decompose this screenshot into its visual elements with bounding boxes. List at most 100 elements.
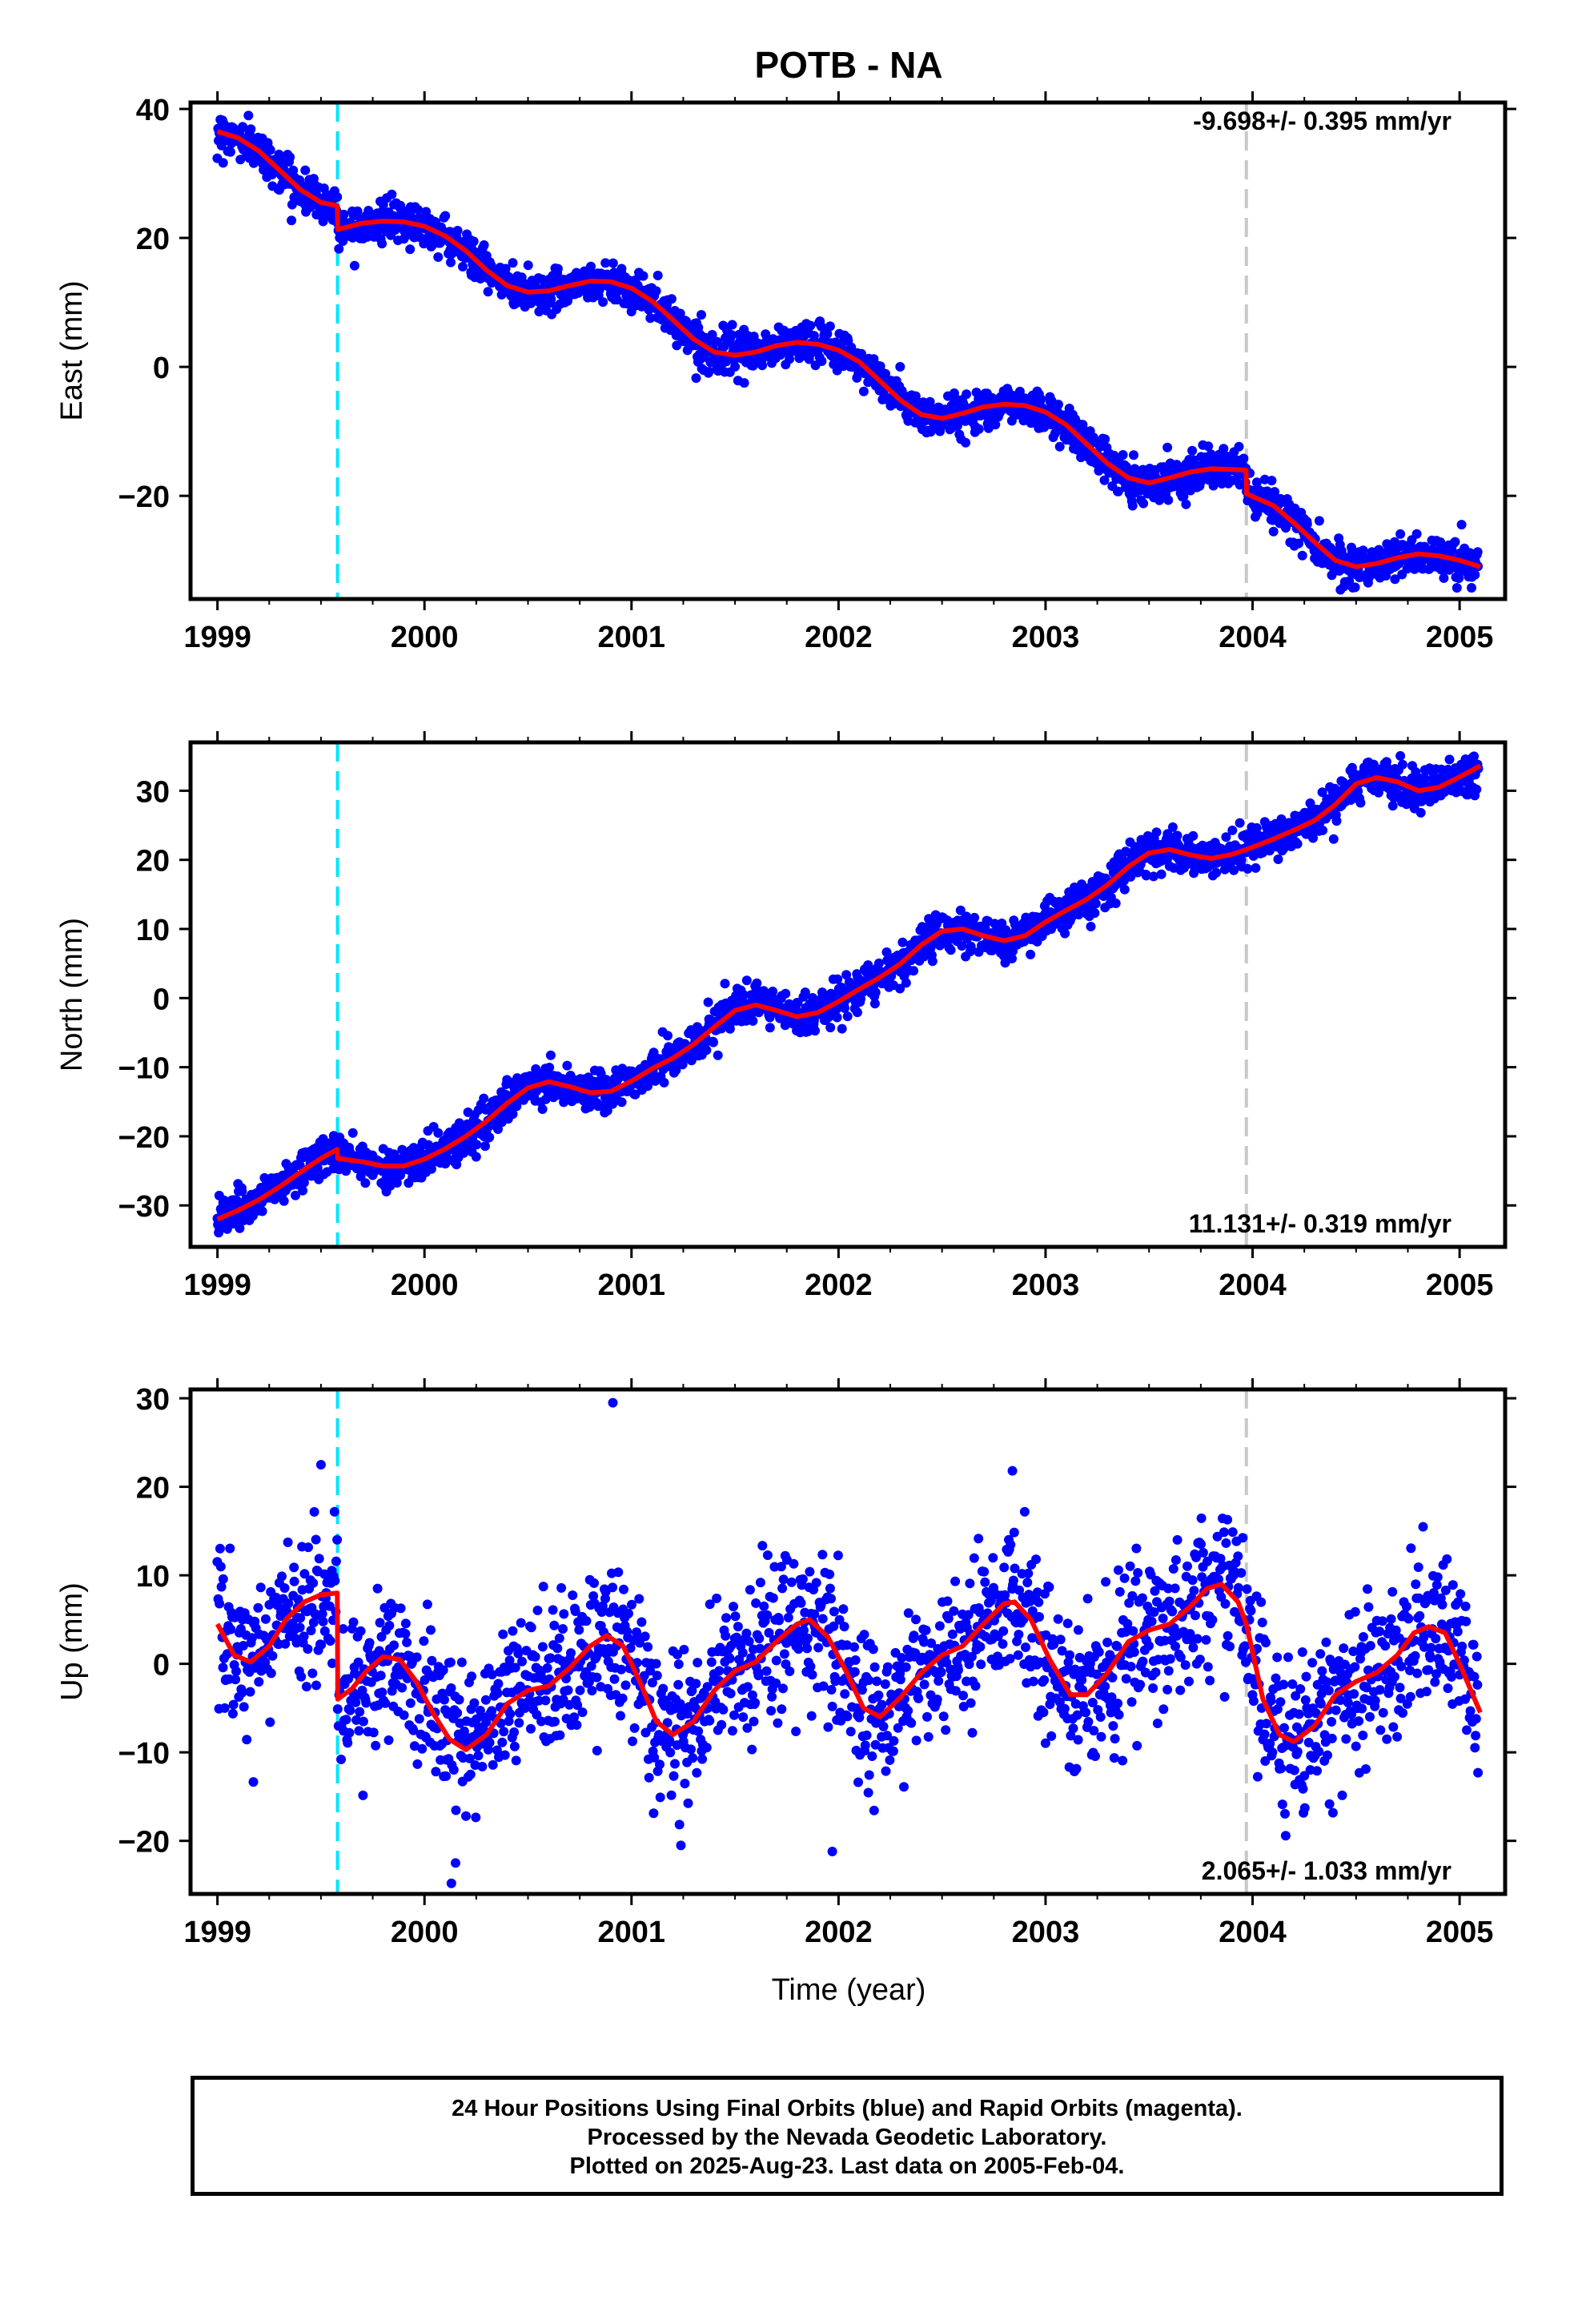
- data-point: [389, 1640, 400, 1651]
- data-point: [368, 1727, 379, 1738]
- data-point: [380, 1698, 391, 1708]
- data-point: [768, 987, 778, 996]
- data-point: [339, 209, 349, 219]
- data-point: [384, 1620, 395, 1630]
- data-point: [974, 424, 984, 434]
- data-point: [377, 1687, 387, 1698]
- data-point: [1151, 827, 1162, 838]
- data-point: [237, 1687, 247, 1698]
- data-point: [345, 1705, 355, 1715]
- data-point: [691, 373, 701, 384]
- data-point: [712, 336, 722, 347]
- data-point: [1162, 442, 1173, 452]
- data-point: [296, 1671, 307, 1682]
- data-point: [552, 263, 563, 274]
- data-point: [225, 1543, 235, 1554]
- data-point: [216, 1582, 227, 1592]
- data-point: [283, 1537, 293, 1547]
- data-point: [413, 204, 424, 215]
- data-point: [1470, 569, 1480, 580]
- data-point: [1331, 816, 1342, 826]
- data-point: [312, 1163, 323, 1173]
- data-point: [1294, 538, 1304, 549]
- data-point: [897, 937, 908, 947]
- data-point: [1229, 865, 1239, 875]
- y-tick-label: −30: [118, 1190, 170, 1224]
- data-point: [508, 1109, 518, 1120]
- data-point: [1439, 573, 1449, 583]
- data-point: [1472, 547, 1483, 557]
- data-point: [330, 1575, 340, 1586]
- data-point: [1302, 519, 1312, 529]
- data-point: [285, 152, 295, 163]
- data-point: [375, 1618, 385, 1628]
- data-point: [1148, 871, 1158, 882]
- data-point: [431, 1767, 441, 1777]
- data-point: [492, 1688, 503, 1699]
- data-point: [825, 1023, 836, 1033]
- data-point: [752, 978, 762, 988]
- data-point: [440, 1695, 449, 1705]
- data-point: [1328, 834, 1339, 844]
- data-point: [598, 297, 608, 308]
- data-point: [852, 1007, 862, 1018]
- data-point: [1444, 754, 1455, 765]
- data-point: [361, 1698, 371, 1708]
- data-point: [344, 1727, 355, 1738]
- data-point: [1172, 830, 1182, 841]
- y-tick-label: 20: [136, 223, 170, 256]
- data-point: [1007, 954, 1017, 963]
- data-point: [962, 389, 972, 400]
- data-point: [318, 1616, 328, 1626]
- data-point: [1163, 495, 1174, 505]
- x-tick-label: 2000: [391, 621, 459, 654]
- data-point: [372, 1583, 383, 1594]
- data-point: [271, 1592, 281, 1602]
- x-tick-label: 2004: [1219, 1269, 1287, 1302]
- data-point: [454, 1695, 464, 1705]
- data-point: [215, 1598, 225, 1609]
- data-point: [487, 1670, 497, 1679]
- data-point: [586, 261, 596, 271]
- data-point: [537, 1104, 548, 1114]
- data-point: [608, 258, 618, 268]
- data-point: [1110, 899, 1121, 908]
- data-point: [218, 1663, 228, 1673]
- data-point: [1227, 825, 1238, 835]
- data-point: [364, 1638, 375, 1648]
- data-point: [479, 1093, 489, 1104]
- data-point: [254, 1677, 264, 1687]
- data-point: [1419, 773, 1430, 783]
- y-axis-label: East (mm): [55, 280, 89, 420]
- data-point: [301, 1682, 311, 1692]
- data-point: [483, 1744, 493, 1755]
- data-point: [780, 1020, 790, 1031]
- data-point: [467, 1671, 477, 1682]
- east-panel: 1999 2000 2001 2002 2003 2004 2005−2002040East…: [55, 91, 1516, 654]
- data-point: [219, 1703, 230, 1713]
- data-point: [464, 1753, 475, 1763]
- y-tick-label: 10: [136, 914, 170, 947]
- data-point: [317, 1609, 327, 1619]
- data-point: [255, 1582, 266, 1593]
- data-point: [265, 145, 275, 155]
- data-point: [817, 987, 827, 998]
- y-tick-label: −20: [118, 480, 170, 514]
- data-point: [400, 1629, 411, 1639]
- data-point: [412, 1652, 422, 1663]
- data-point: [215, 1543, 225, 1554]
- data-point: [1127, 501, 1138, 511]
- data-point: [349, 260, 359, 271]
- plot-frame: [188, 740, 1508, 1249]
- y-axis-label: North (mm): [55, 918, 89, 1072]
- data-point: [399, 1710, 409, 1720]
- data-point: [347, 1128, 358, 1138]
- data-point: [663, 1031, 673, 1041]
- data-point: [1014, 386, 1025, 396]
- data-point: [327, 1659, 337, 1668]
- data-point: [288, 165, 299, 175]
- data-point: [1395, 529, 1406, 539]
- data-point: [1292, 838, 1303, 849]
- data-point: [966, 945, 977, 955]
